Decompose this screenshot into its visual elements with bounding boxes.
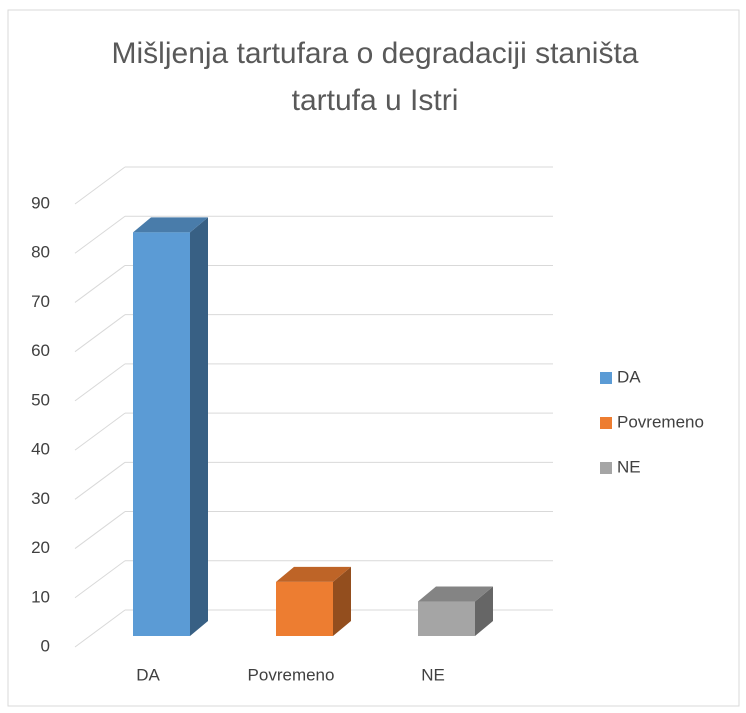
- legend-label: NE: [617, 457, 641, 476]
- y-tick-label: 50: [31, 390, 50, 409]
- legend-label: Povremeno: [617, 412, 704, 431]
- y-tick-label: 70: [31, 292, 50, 311]
- legend-swatch: [600, 372, 612, 384]
- bar-top: [133, 217, 208, 233]
- bar: [276, 581, 333, 636]
- bar-side: [475, 586, 493, 636]
- grid-line: [74, 166, 126, 205]
- bar: [418, 601, 475, 636]
- grid-line: [74, 412, 126, 451]
- x-tick-label: NE: [421, 665, 445, 684]
- y-tick-label: 10: [31, 587, 50, 606]
- legend-swatch: [600, 462, 612, 474]
- grid-line: [74, 560, 126, 599]
- y-tick-label: 40: [31, 440, 50, 459]
- bar-side: [190, 217, 208, 636]
- grid-line: [74, 511, 126, 549]
- x-tick-label: Povremeno: [248, 665, 335, 684]
- chart-border: [7, 9, 740, 707]
- y-tick-label: 60: [31, 341, 50, 360]
- y-tick-label: 80: [31, 243, 50, 262]
- chart-title: Mišljenja tartufara o degradaciji staniš…: [111, 37, 639, 117]
- bar-top: [418, 586, 493, 602]
- grid-line: [74, 265, 126, 303]
- y-tick-label: 20: [31, 538, 50, 557]
- grid-line: [74, 461, 126, 500]
- legend-swatch: [600, 417, 612, 429]
- legend-label: DA: [617, 367, 641, 386]
- grid-line: [74, 215, 126, 254]
- y-tick-label: 30: [31, 489, 50, 508]
- y-tick-label: 90: [31, 193, 50, 212]
- grid-line: [74, 363, 126, 402]
- y-tick-label: 0: [41, 636, 50, 655]
- grid-line: [74, 609, 126, 648]
- grid-line: [74, 314, 126, 353]
- bar-top: [276, 566, 351, 582]
- bar: [133, 232, 190, 636]
- x-tick-label: DA: [136, 665, 160, 684]
- bar-side: [333, 566, 351, 636]
